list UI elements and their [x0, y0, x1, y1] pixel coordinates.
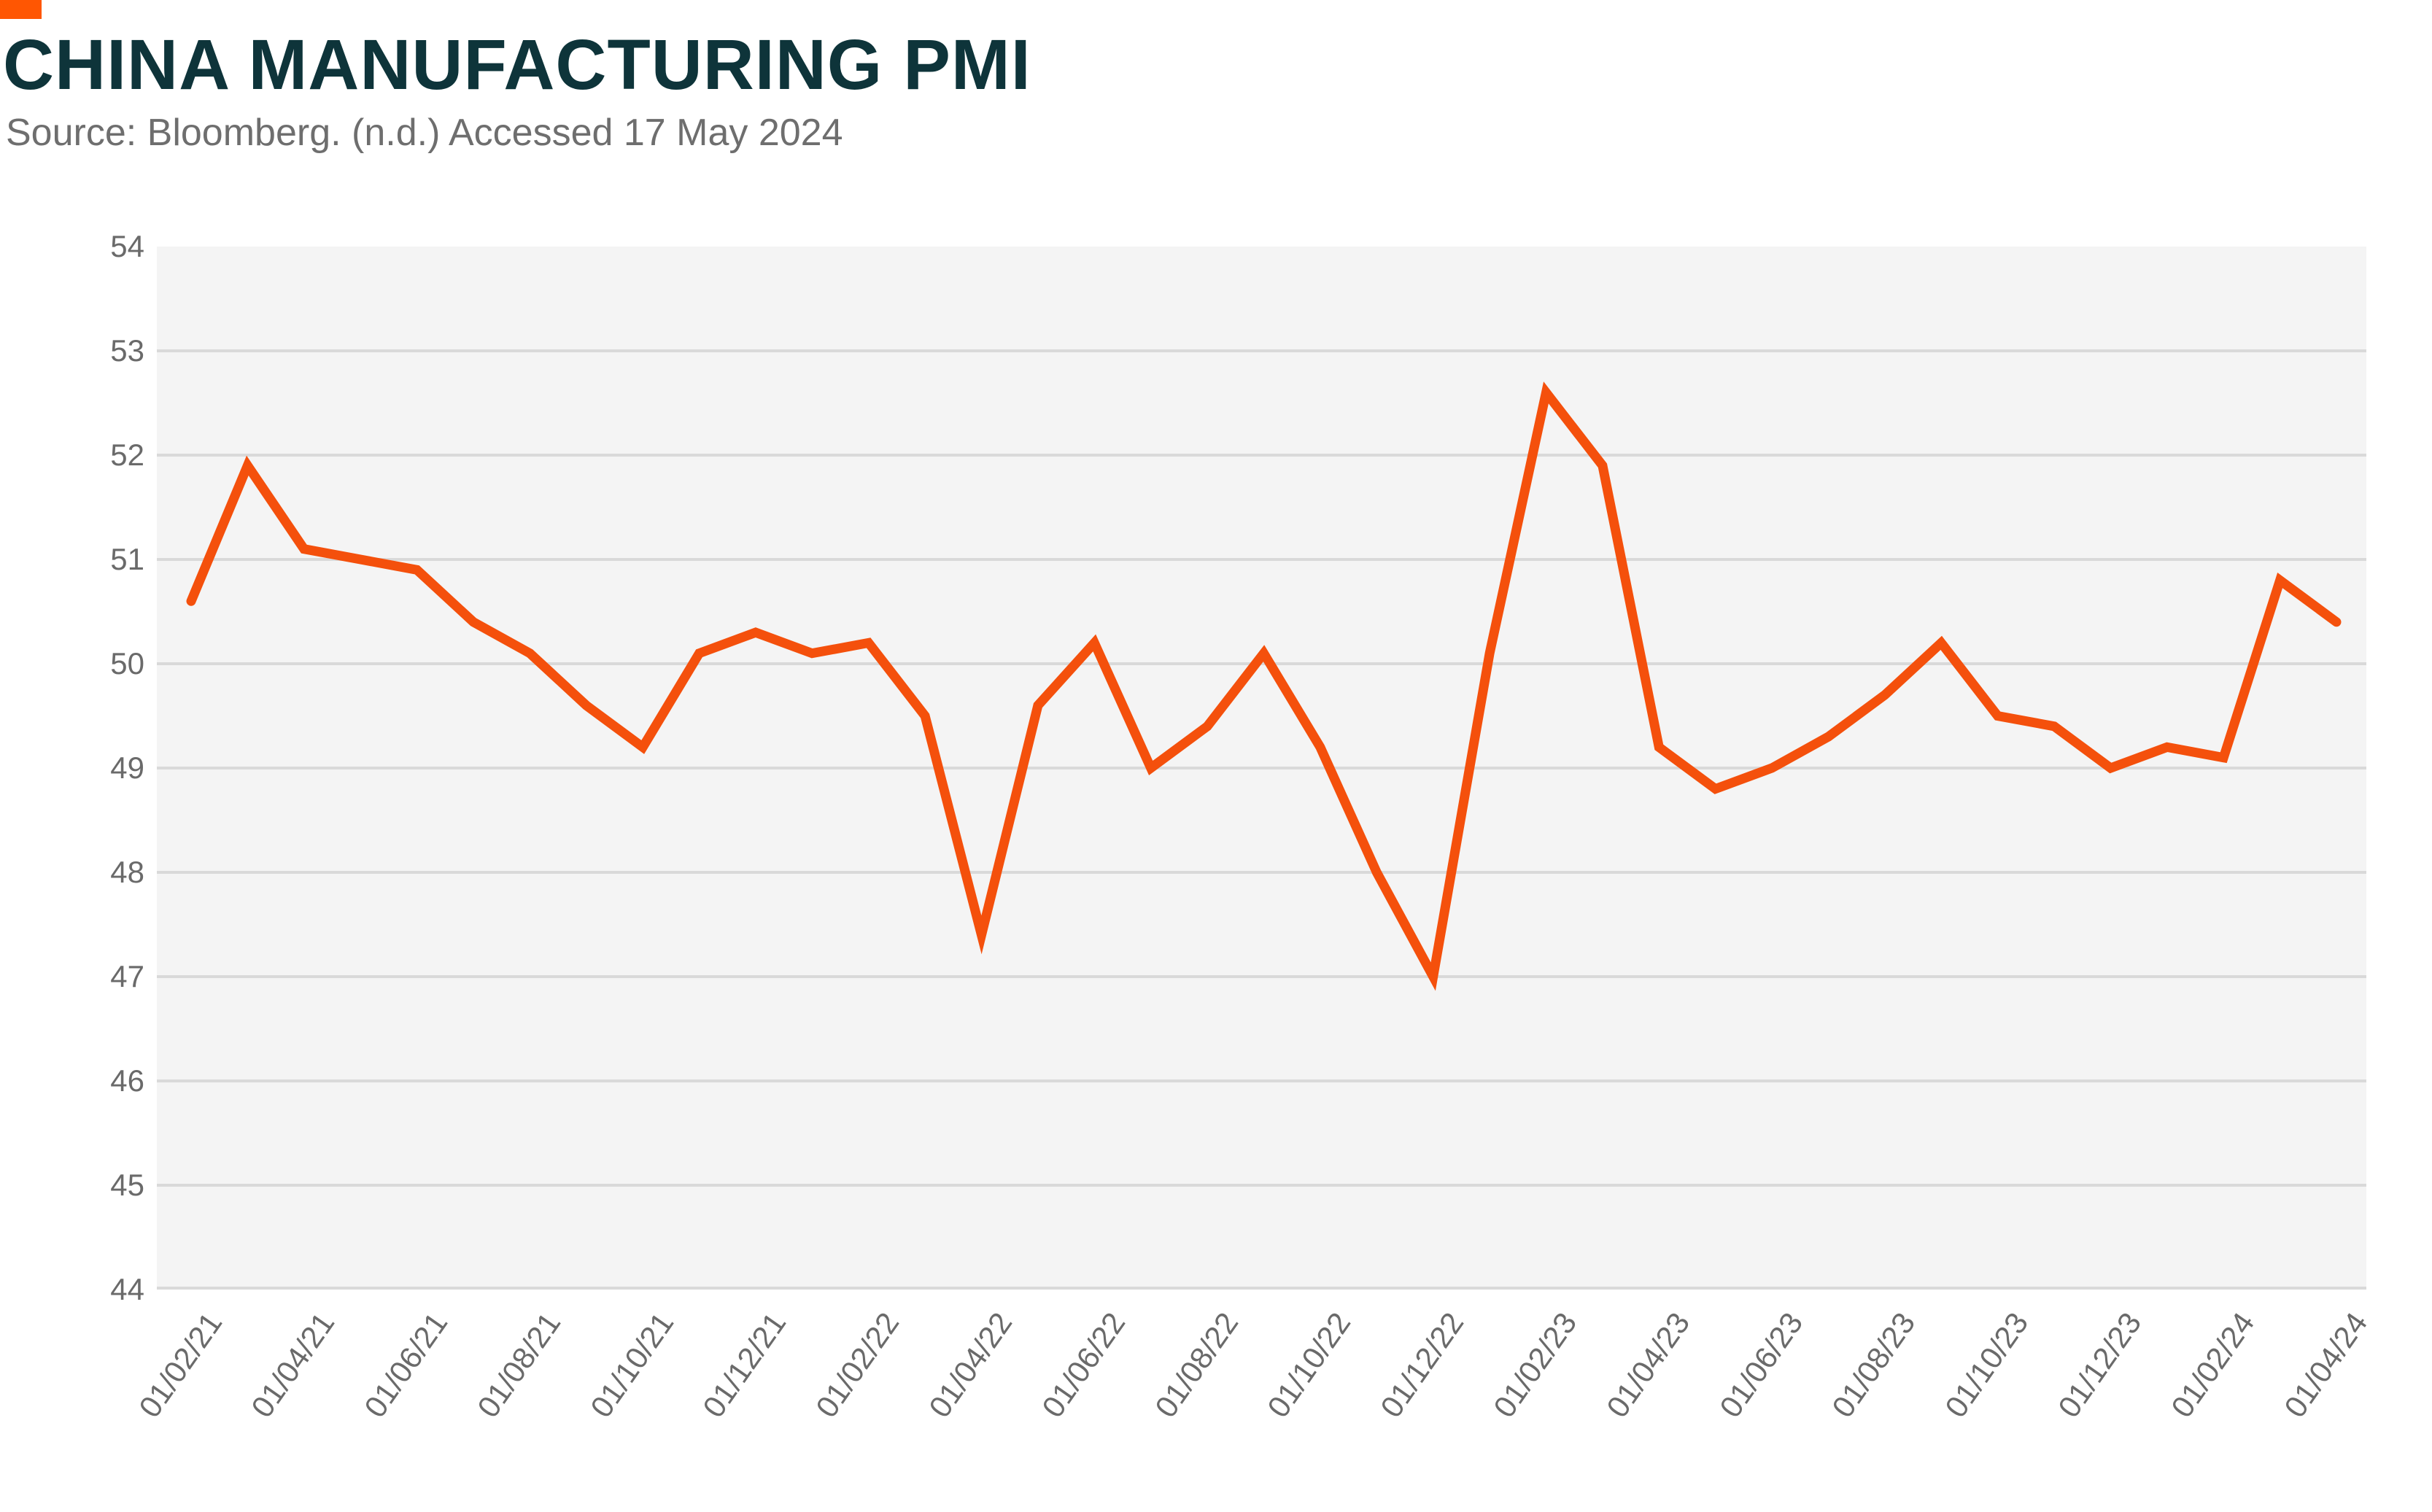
gridlines: [157, 349, 2366, 1290]
x-tick-label: 01/04/24: [2277, 1306, 2374, 1424]
x-tick-label: 01/02/21: [131, 1306, 228, 1424]
x-tick-label: 01/06/22: [1034, 1306, 1132, 1424]
y-tick-label: 51: [110, 542, 144, 576]
x-tick-label: 01/06/23: [1712, 1306, 1809, 1424]
y-tick-label: 46: [110, 1063, 144, 1098]
pmi-line-chart: [157, 247, 2366, 1290]
plot-area: [157, 247, 2366, 1290]
y-tick-label: 49: [110, 751, 144, 785]
y-tick-label: 44: [110, 1272, 144, 1306]
x-tick-label: 01/10/22: [1260, 1306, 1358, 1424]
pmi-series-line: [186, 381, 2342, 991]
y-tick-label: 50: [110, 646, 144, 681]
x-tick-label: 01/10/23: [1938, 1306, 2035, 1424]
y-tick-label: 53: [110, 333, 144, 368]
x-tick-label: 01/08/21: [470, 1306, 568, 1424]
x-tick-label: 01/06/21: [357, 1306, 454, 1424]
y-tick-label: 45: [110, 1168, 144, 1202]
y-tick-label: 48: [110, 855, 144, 889]
x-tick-label: 01/04/21: [244, 1306, 341, 1424]
x-tick-label: 01/12/22: [1374, 1306, 1471, 1424]
x-tick-label: 01/02/23: [1487, 1306, 1584, 1424]
brand-accent-bar: [0, 0, 42, 19]
x-tick-label: 01/04/23: [1599, 1306, 1697, 1424]
x-tick-label: 01/08/23: [1825, 1306, 1922, 1424]
x-tick-label: 01/02/22: [809, 1306, 906, 1424]
x-tick-label: 01/10/21: [583, 1306, 681, 1424]
y-tick-label: 54: [110, 229, 144, 263]
x-tick-label: 01/04/22: [922, 1306, 1019, 1424]
x-tick-label: 01/12/23: [2051, 1306, 2148, 1424]
chart-title: CHINA MANUFACTURING PMI: [3, 25, 1031, 104]
y-tick-label: 52: [110, 438, 144, 472]
x-tick-label: 01/12/21: [696, 1306, 793, 1424]
x-tick-label: 01/02/24: [2164, 1306, 2261, 1424]
x-tick-label: 01/08/22: [1147, 1306, 1244, 1424]
y-tick-label: 47: [110, 959, 144, 993]
chart-source: Source: Bloomberg. (n.d.) Accessed 17 Ma…: [6, 112, 843, 154]
